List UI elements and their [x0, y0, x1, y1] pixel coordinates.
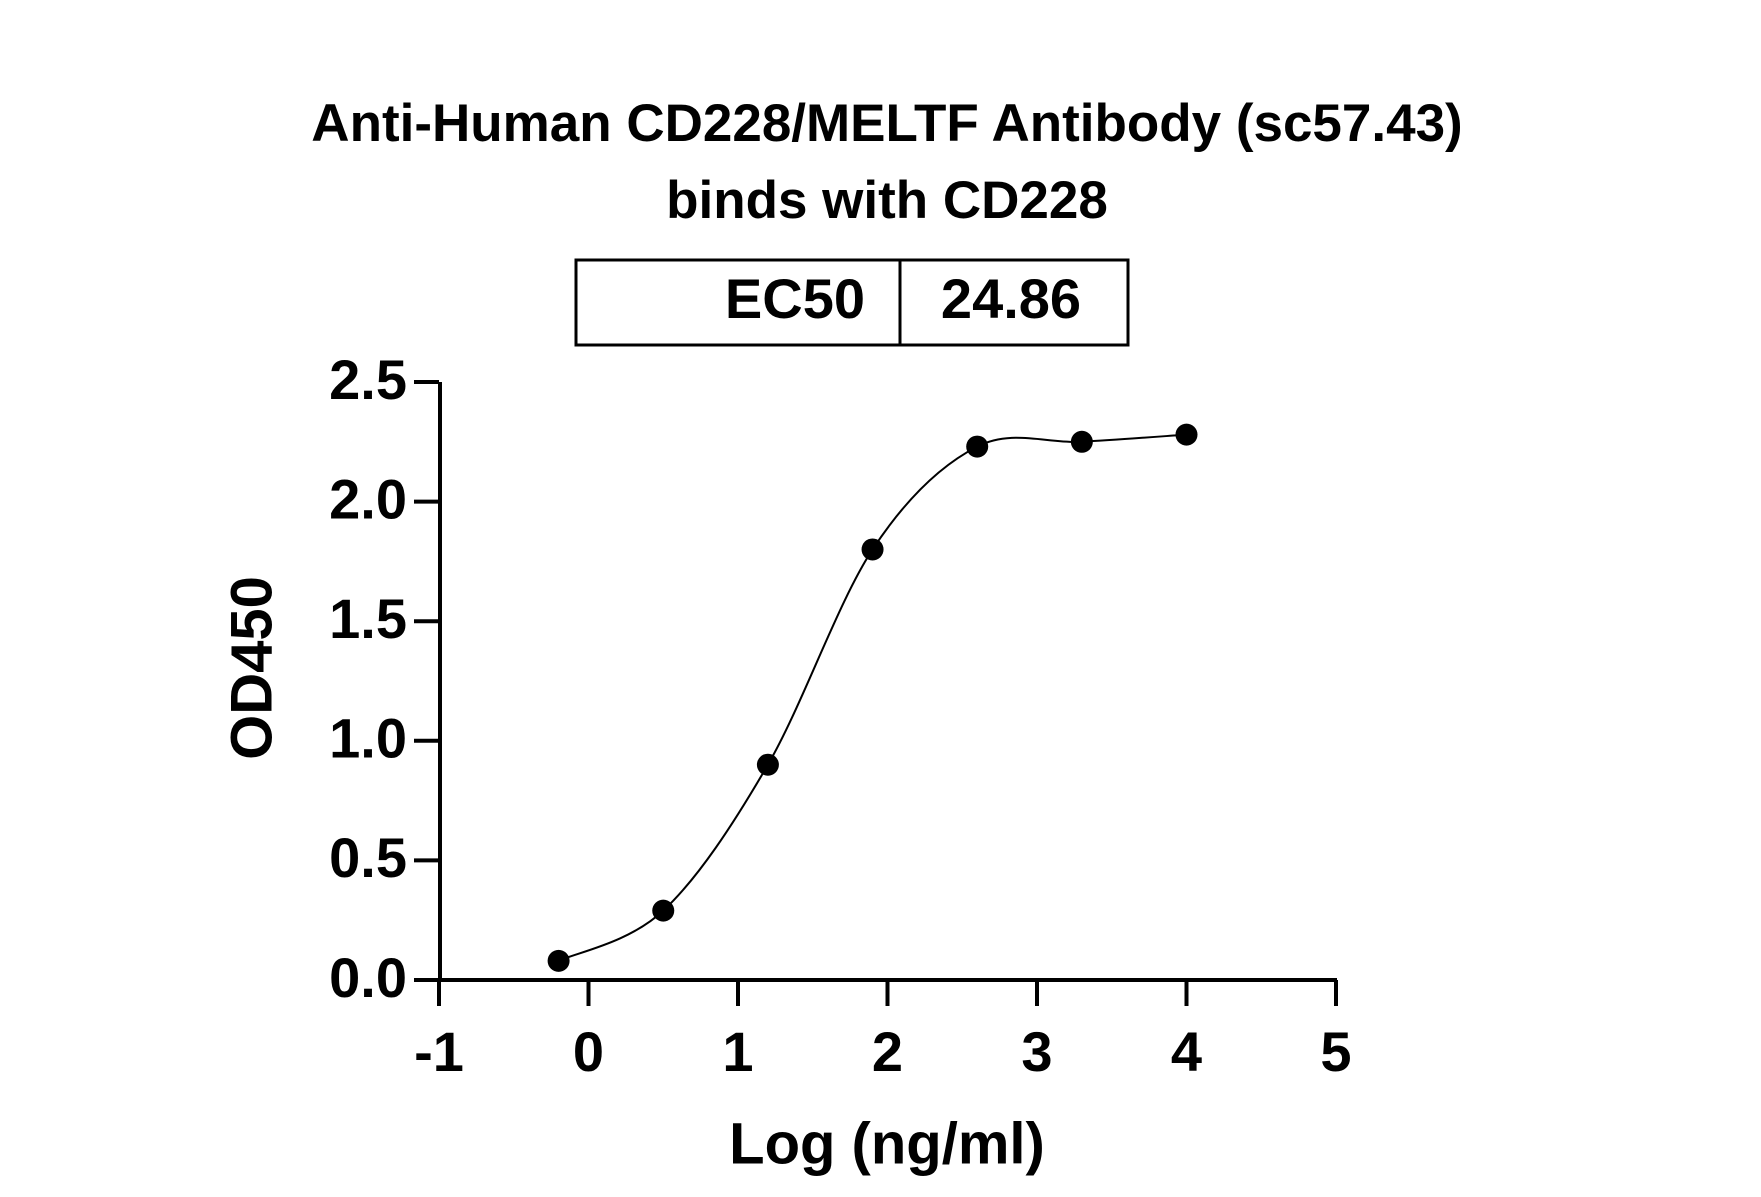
x-tick-label: 4: [1171, 1020, 1202, 1083]
x-tick-label: 1: [722, 1020, 753, 1083]
data-point: [966, 435, 989, 458]
y-tick-label: 2.0: [329, 467, 407, 530]
chart-subtitle: binds with CD228: [666, 171, 1108, 230]
ec50-label: EC50: [725, 267, 865, 330]
y-tick-label: 1.0: [329, 707, 407, 770]
data-point: [652, 899, 675, 922]
x-axis-title: Log (ng/ml): [729, 1111, 1045, 1176]
data-point: [756, 753, 779, 776]
chart-title: Anti-Human CD228/MELTF Antibody (sc57.43…: [311, 94, 1462, 153]
y-tick-label: 0.0: [329, 946, 407, 1009]
ec50-value: 24.86: [941, 267, 1081, 330]
data-point: [547, 949, 570, 972]
y-tick-label: 0.5: [329, 826, 407, 889]
x-tick-label: 2: [872, 1020, 903, 1083]
data-point: [1070, 430, 1093, 453]
x-tick-label: 3: [1021, 1020, 1052, 1083]
ec50-box: [574, 258, 1130, 347]
x-tick-label: 0: [573, 1020, 604, 1083]
y-tick-label: 1.5: [329, 587, 407, 650]
data-point: [1175, 423, 1198, 446]
data-point: [861, 538, 884, 561]
x-tick-label: -1: [414, 1020, 464, 1083]
y-axis-title: OD450: [219, 576, 284, 760]
fit-curve: [558, 433, 1187, 962]
y-tick-label: 2.5: [329, 348, 407, 411]
x-tick-label: 5: [1320, 1020, 1351, 1083]
